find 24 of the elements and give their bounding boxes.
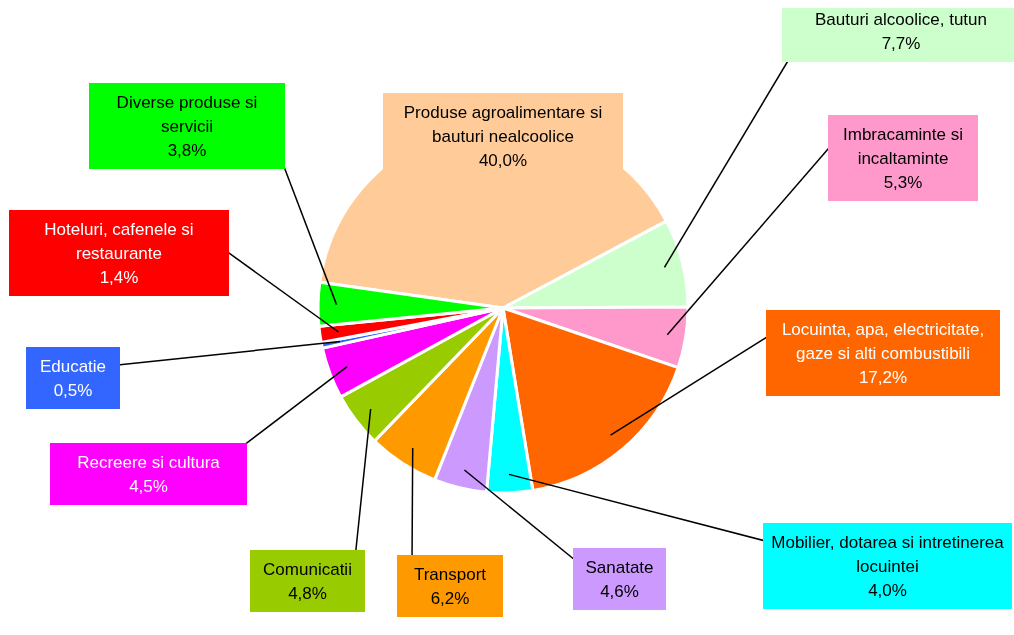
data-label: 0,5% [53,380,93,400]
slice-label: Educatie [39,356,107,376]
slice-label: Bauturi alcoolice, tutun [815,9,987,29]
slice-label: Comunicatii [263,559,352,579]
data-label: 17,2% [858,367,908,387]
slice-label: Imbracaminte si incaltaminte [843,124,963,168]
slice-label: Recreere si cultura [77,452,221,472]
slice-label: Transport [413,564,487,584]
data-label: 3,8% [167,140,207,160]
data-label: 4,0% [868,580,907,600]
data-label: 7,7% [881,33,921,53]
slice-label: Mobilier, dotarea si intretinerea locuintei [771,532,1005,576]
data-label: 4,8% [288,583,327,603]
data-label: 1,4% [99,267,139,287]
data-label: 5,3% [883,172,923,192]
slice-label: Diverse produse si servicii [116,92,258,136]
data-label: 4,6% [600,581,639,601]
data-label: 40,0% [478,150,528,170]
data-label: 6,2% [430,588,470,608]
slice-label: Locuinta, apa, electricitate, gaze si alti combustibili [781,319,985,363]
slice-label: Hoteluri, cafenele si restaurante [44,219,194,263]
data-label: 4,5% [129,476,168,496]
slice-label: Produse agroalimentare si bauturi nealcoolice [403,102,603,146]
slice-label: Sanatate [585,557,654,577]
